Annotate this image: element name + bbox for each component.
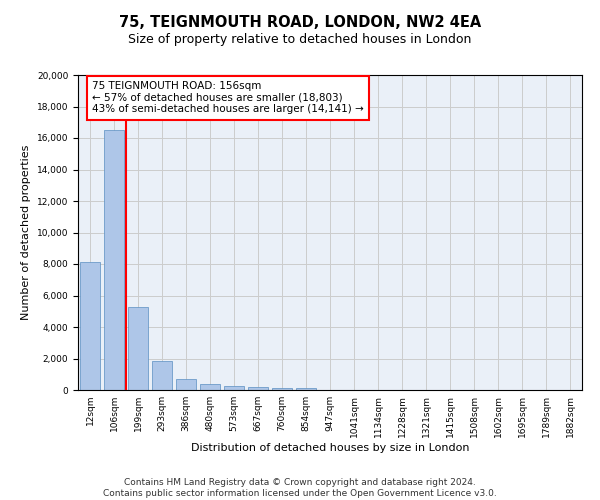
Bar bbox=[272, 388, 292, 390]
Bar bbox=[152, 361, 172, 390]
Y-axis label: Number of detached properties: Number of detached properties bbox=[21, 145, 31, 320]
Bar bbox=[104, 130, 124, 390]
Bar bbox=[176, 379, 196, 390]
X-axis label: Distribution of detached houses by size in London: Distribution of detached houses by size … bbox=[191, 442, 469, 452]
Bar bbox=[80, 262, 100, 390]
Bar bbox=[200, 384, 220, 390]
Bar bbox=[128, 306, 148, 390]
Bar bbox=[296, 388, 316, 390]
Text: 75, TEIGNMOUTH ROAD, LONDON, NW2 4EA: 75, TEIGNMOUTH ROAD, LONDON, NW2 4EA bbox=[119, 15, 481, 30]
Text: Size of property relative to detached houses in London: Size of property relative to detached ho… bbox=[128, 32, 472, 46]
Bar bbox=[224, 386, 244, 390]
Text: 75 TEIGNMOUTH ROAD: 156sqm
← 57% of detached houses are smaller (18,803)
43% of : 75 TEIGNMOUTH ROAD: 156sqm ← 57% of deta… bbox=[92, 82, 364, 114]
Bar bbox=[248, 386, 268, 390]
Text: Contains HM Land Registry data © Crown copyright and database right 2024.
Contai: Contains HM Land Registry data © Crown c… bbox=[103, 478, 497, 498]
